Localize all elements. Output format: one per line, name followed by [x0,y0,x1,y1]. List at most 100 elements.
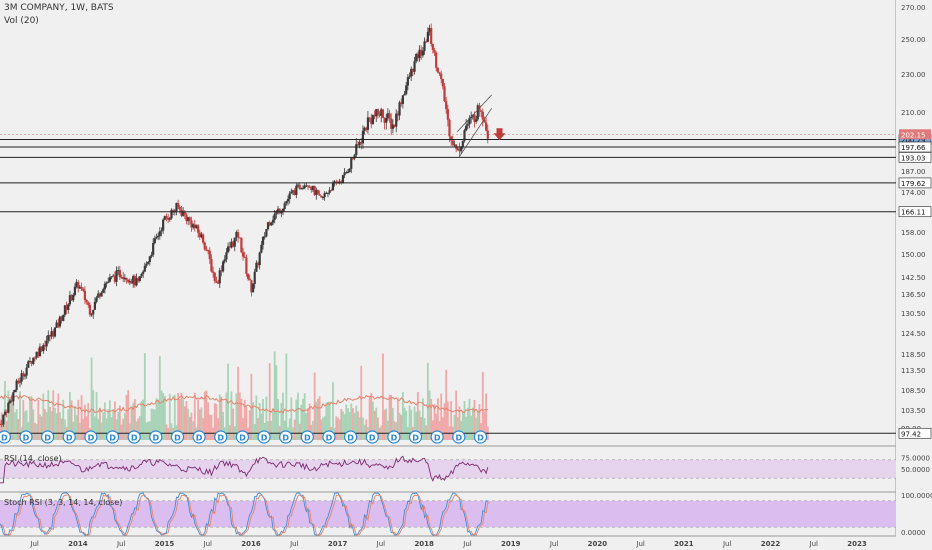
candle-body [205,249,208,251]
dividend-icon [257,430,271,444]
candle-body [425,41,428,43]
volume-bar [158,356,161,440]
dividend-marker: D [304,434,311,443]
candle-body [177,203,180,207]
volume-bar [307,408,309,440]
candle-body [202,234,205,243]
candle-body [438,72,441,74]
volume-bar [185,401,188,440]
candle-body [431,43,434,50]
candle-body [350,158,353,169]
level-price-tag [898,177,932,189]
candle-body [380,109,383,116]
candle-body [108,277,111,282]
volume-bar [35,423,38,440]
candle-body [281,208,285,212]
candle-body [420,49,423,56]
dividend-icon [387,430,401,444]
price-tick-label: 113.50 [901,367,926,375]
volume-bar [93,416,96,440]
candle-body [288,193,291,200]
candle-body [128,281,131,283]
time-tick-label: Jul [549,540,559,548]
candle-body [87,302,90,305]
candle-body [215,281,218,283]
volume-bar [430,399,433,440]
volume-bar [290,397,293,440]
price-axis-bg [896,0,932,550]
volume-bar [433,404,436,440]
candle-body [243,256,246,258]
candle-body [400,102,403,104]
volume-bar [92,390,95,440]
volume-bar [267,421,269,440]
price-tick-label: 150.00 [901,251,926,259]
volume-bar [168,393,171,440]
volume-bar [32,409,35,440]
dividend-marker: D [44,434,51,443]
volume-bar [125,394,128,440]
volume-bar [375,407,378,440]
candle-body [401,95,404,104]
volume-bar [84,404,86,440]
volume-bar [75,415,78,440]
volume-bar [352,408,354,440]
candle-body [155,237,158,239]
candle-body [376,109,380,115]
volume-bar [188,416,191,440]
volume-bar [137,418,140,440]
candle-body [25,367,28,376]
volume-bar [258,402,261,440]
volume-bar [182,399,185,440]
dividend-icon [279,430,293,444]
volume-bar [358,417,361,440]
candle-body [50,331,53,337]
dividend-marker: D [412,434,419,443]
candle-body [188,217,191,221]
volume-bar [80,395,83,440]
volume-bar [54,407,56,440]
volume-bar [9,398,11,440]
volume-bar [372,401,374,440]
volume-bar [250,373,253,440]
volume-bar [303,393,306,440]
volume-bar [97,418,100,440]
volume-bar [318,396,321,440]
volume-bar [401,392,404,440]
volume-bar [87,402,90,440]
candle-body [436,67,439,73]
candle-body [147,261,150,264]
candle-body [448,119,451,137]
candle-body [388,113,391,119]
candle-body [57,322,60,327]
volume-bar [173,394,176,440]
candle-body [396,113,399,116]
candle-body [251,283,255,293]
candle-body [82,288,85,291]
sell-arrow-icon [493,128,506,141]
candle-body [12,392,15,402]
dividend-icon [235,430,249,444]
volume-bar [187,408,190,440]
volume-bar [232,408,234,440]
candle-body [220,270,223,272]
volume-bar [162,393,165,440]
candle-body [475,119,478,122]
volume-bar [275,365,278,440]
candle-body [150,254,153,257]
volume-bar [64,419,66,440]
candle-body [245,257,248,274]
volume-bar [200,407,203,440]
dividend-icon [322,430,336,444]
dividend-marker: D [347,434,354,443]
candle-body [168,218,171,220]
time-tick-label: 2022 [761,540,781,548]
volume-bar [443,403,446,440]
volume-bar [315,401,318,440]
volume-bar [466,407,469,440]
volume-bar [382,353,384,440]
candle-body [461,140,464,147]
volume-bar [198,409,201,440]
candle-body [185,214,188,222]
